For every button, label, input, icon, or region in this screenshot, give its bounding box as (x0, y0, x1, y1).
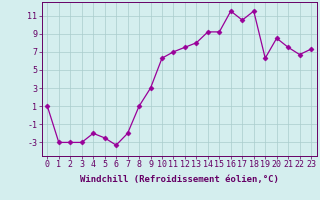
X-axis label: Windchill (Refroidissement éolien,°C): Windchill (Refroidissement éolien,°C) (80, 175, 279, 184)
